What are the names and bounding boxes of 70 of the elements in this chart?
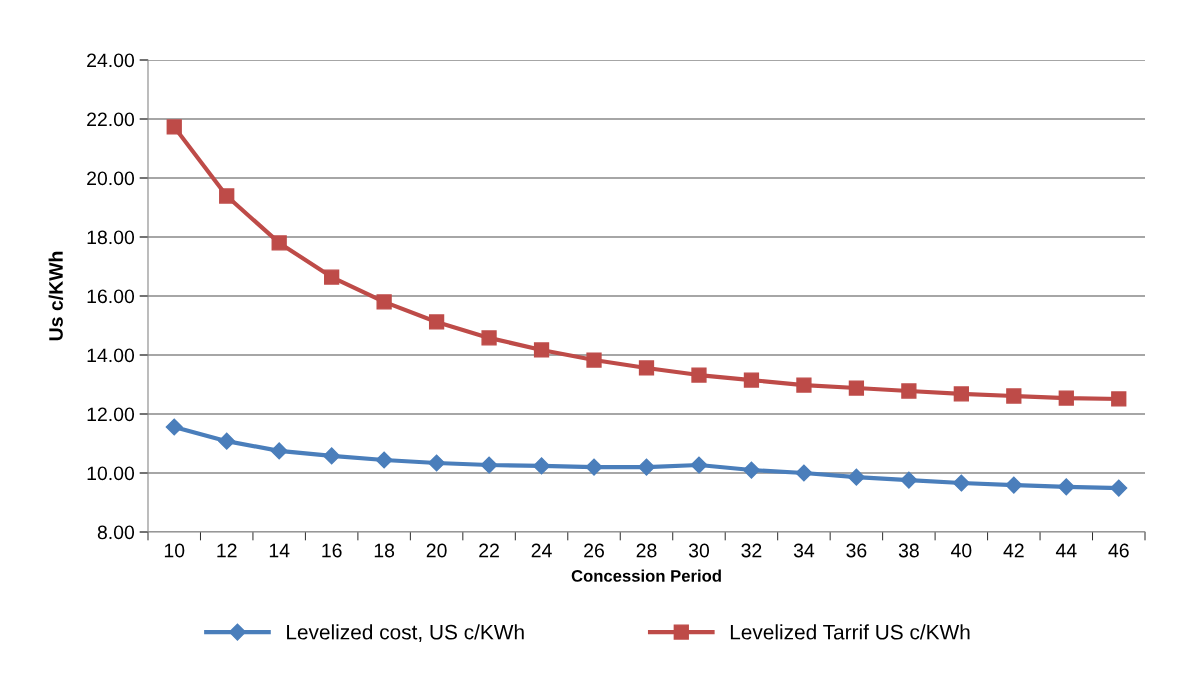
x-tick-label: 40: [950, 543, 972, 558]
x-tick-label: 16: [322, 543, 342, 558]
x-tick-label: 14: [269, 543, 290, 558]
point: [1110, 479, 1128, 497]
x-tick-label: 32: [741, 543, 762, 558]
point: [1006, 388, 1022, 404]
x-tick-label: 30: [688, 543, 710, 558]
point: [480, 456, 498, 474]
point: [900, 471, 918, 489]
point: [795, 464, 813, 482]
point: [637, 458, 656, 476]
point: [219, 188, 235, 204]
point: [953, 386, 969, 402]
y-tick-label: 14.00: [87, 348, 135, 363]
x-tick-label: 26: [584, 543, 604, 558]
point: [324, 269, 340, 285]
point: [901, 383, 917, 399]
point: [743, 372, 760, 388]
x-tick-label: 10: [164, 543, 185, 558]
point: [218, 432, 236, 450]
point: [690, 456, 708, 474]
y-tick-label: 18.00: [87, 230, 135, 245]
point: [796, 377, 812, 393]
point: [848, 380, 865, 396]
legend-label: Levelized cost, US c/KWh: [287, 624, 524, 643]
point: [847, 468, 865, 486]
y-tick-label: 12.00: [87, 407, 135, 422]
point: [533, 457, 551, 475]
y-tick-label: 20.00: [87, 171, 135, 186]
y-tick-label: 24.00: [87, 53, 135, 68]
point: [1057, 478, 1075, 496]
point: [271, 235, 287, 251]
point: [481, 330, 497, 346]
y-axis-title: Us c/KWh: [48, 251, 64, 341]
x-tick-label: 18: [374, 543, 395, 558]
point: [533, 342, 550, 358]
x-tick-label: 34: [793, 543, 815, 558]
point: [428, 454, 446, 472]
point: [691, 367, 707, 383]
legend-label: Levelized Tarrif US c/KWh: [730, 624, 970, 640]
y-tick-label: 10.00: [87, 466, 135, 481]
x-tick-label: 24: [531, 543, 552, 558]
point: [376, 294, 392, 310]
point: [1058, 390, 1074, 406]
x-tick-label: 46: [1108, 543, 1129, 558]
y-tick-label: 16.00: [87, 289, 135, 304]
point: [585, 458, 603, 476]
point: [165, 418, 183, 436]
x-axis-title: Concession Period: [571, 569, 721, 582]
point: [586, 352, 602, 368]
x-tick-label: 20: [426, 543, 447, 558]
x-tick-label: 42: [1003, 543, 1024, 558]
point: [1005, 476, 1023, 494]
point: [428, 314, 445, 330]
y-tick-label: 8.00: [97, 525, 135, 540]
point: [323, 447, 341, 465]
y-tick-label: 22.00: [87, 112, 135, 127]
point: [952, 474, 970, 492]
x-tick-label: 28: [636, 543, 657, 558]
x-tick-label: 36: [846, 543, 867, 558]
point: [166, 119, 182, 135]
point: [1111, 391, 1127, 407]
point: [270, 442, 288, 460]
x-tick-label: 38: [898, 543, 919, 558]
point: [638, 360, 655, 376]
x-tick-label: 12: [217, 543, 237, 558]
point: [742, 461, 760, 479]
x-tick-label: 44: [1055, 543, 1077, 558]
point: [375, 451, 393, 469]
x-tick-label: 22: [479, 543, 499, 558]
